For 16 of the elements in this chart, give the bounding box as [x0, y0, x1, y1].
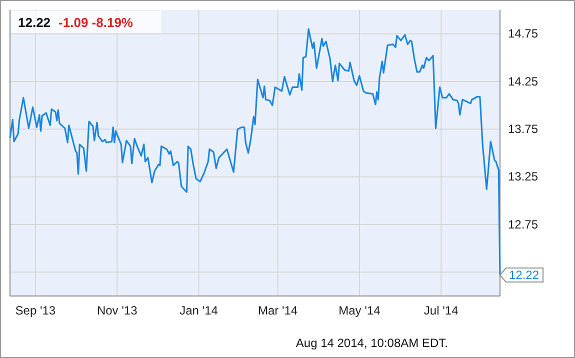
x-tick-label: Jan '14: [180, 304, 218, 318]
line-series: [9, 28, 501, 276]
chart-title: 12.22: [18, 15, 51, 30]
y-tick-label: 13.25: [508, 170, 538, 184]
y-tick-label: 12.75: [508, 217, 538, 232]
y-tick-label: 14.25: [508, 74, 538, 88]
chart-subtitle: -1.09 -8.19%: [58, 15, 134, 30]
x-tick-label: Jul '14: [424, 304, 459, 318]
x-tick-label: Nov '13: [96, 304, 138, 318]
x-tick-label: Mar '14: [258, 304, 298, 318]
x-tick-label: Sep '13: [15, 304, 56, 318]
annotation: 12.22: [509, 268, 540, 282]
y-tick-label: 14.75: [508, 26, 538, 41]
x-tick-label: May '14: [338, 304, 381, 318]
text: Aug 14 2014, 10:08AM EDT.: [296, 336, 448, 350]
y-tick-label: 13.75: [508, 122, 538, 136]
